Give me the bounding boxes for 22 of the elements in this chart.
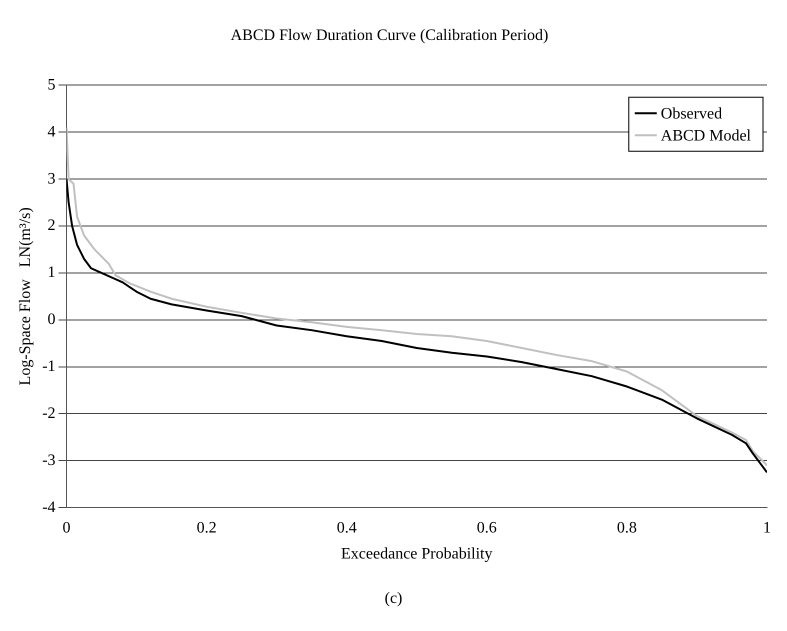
y-tick-label: -2 <box>42 404 56 422</box>
y-tick-label: -1 <box>42 358 56 376</box>
x-tick-label: 0.8 <box>616 519 637 536</box>
x-axis-title: Exceedance Probability <box>341 546 493 563</box>
x-tick-label: 0.6 <box>476 519 497 536</box>
x-tick-label: 0.4 <box>336 519 357 536</box>
x-tick-label: 0 <box>62 519 71 536</box>
chart-title: ABCD Flow Duration Curve (Calibration Period) <box>230 26 548 44</box>
legend-label: Observed <box>660 105 722 122</box>
y-tick-label: -3 <box>42 452 56 469</box>
y-tick-label: 1 <box>48 264 56 282</box>
y-tick-label: 0 <box>48 311 56 328</box>
y-tick-label: 5 <box>48 76 56 94</box>
y-tick-label: 3 <box>48 170 56 188</box>
y-tick-label: -4 <box>42 498 56 516</box>
y-tick-label: 2 <box>48 217 56 234</box>
y-axis-title: Log-Space Flow LN(m³/s) <box>16 207 34 386</box>
text: (c) <box>384 590 404 608</box>
y-tick-label: 4 <box>48 123 56 140</box>
legend-label: ABCD Model <box>660 127 752 144</box>
x-tick-label: 1 <box>763 519 771 536</box>
x-tick-label: 0.2 <box>196 519 217 536</box>
